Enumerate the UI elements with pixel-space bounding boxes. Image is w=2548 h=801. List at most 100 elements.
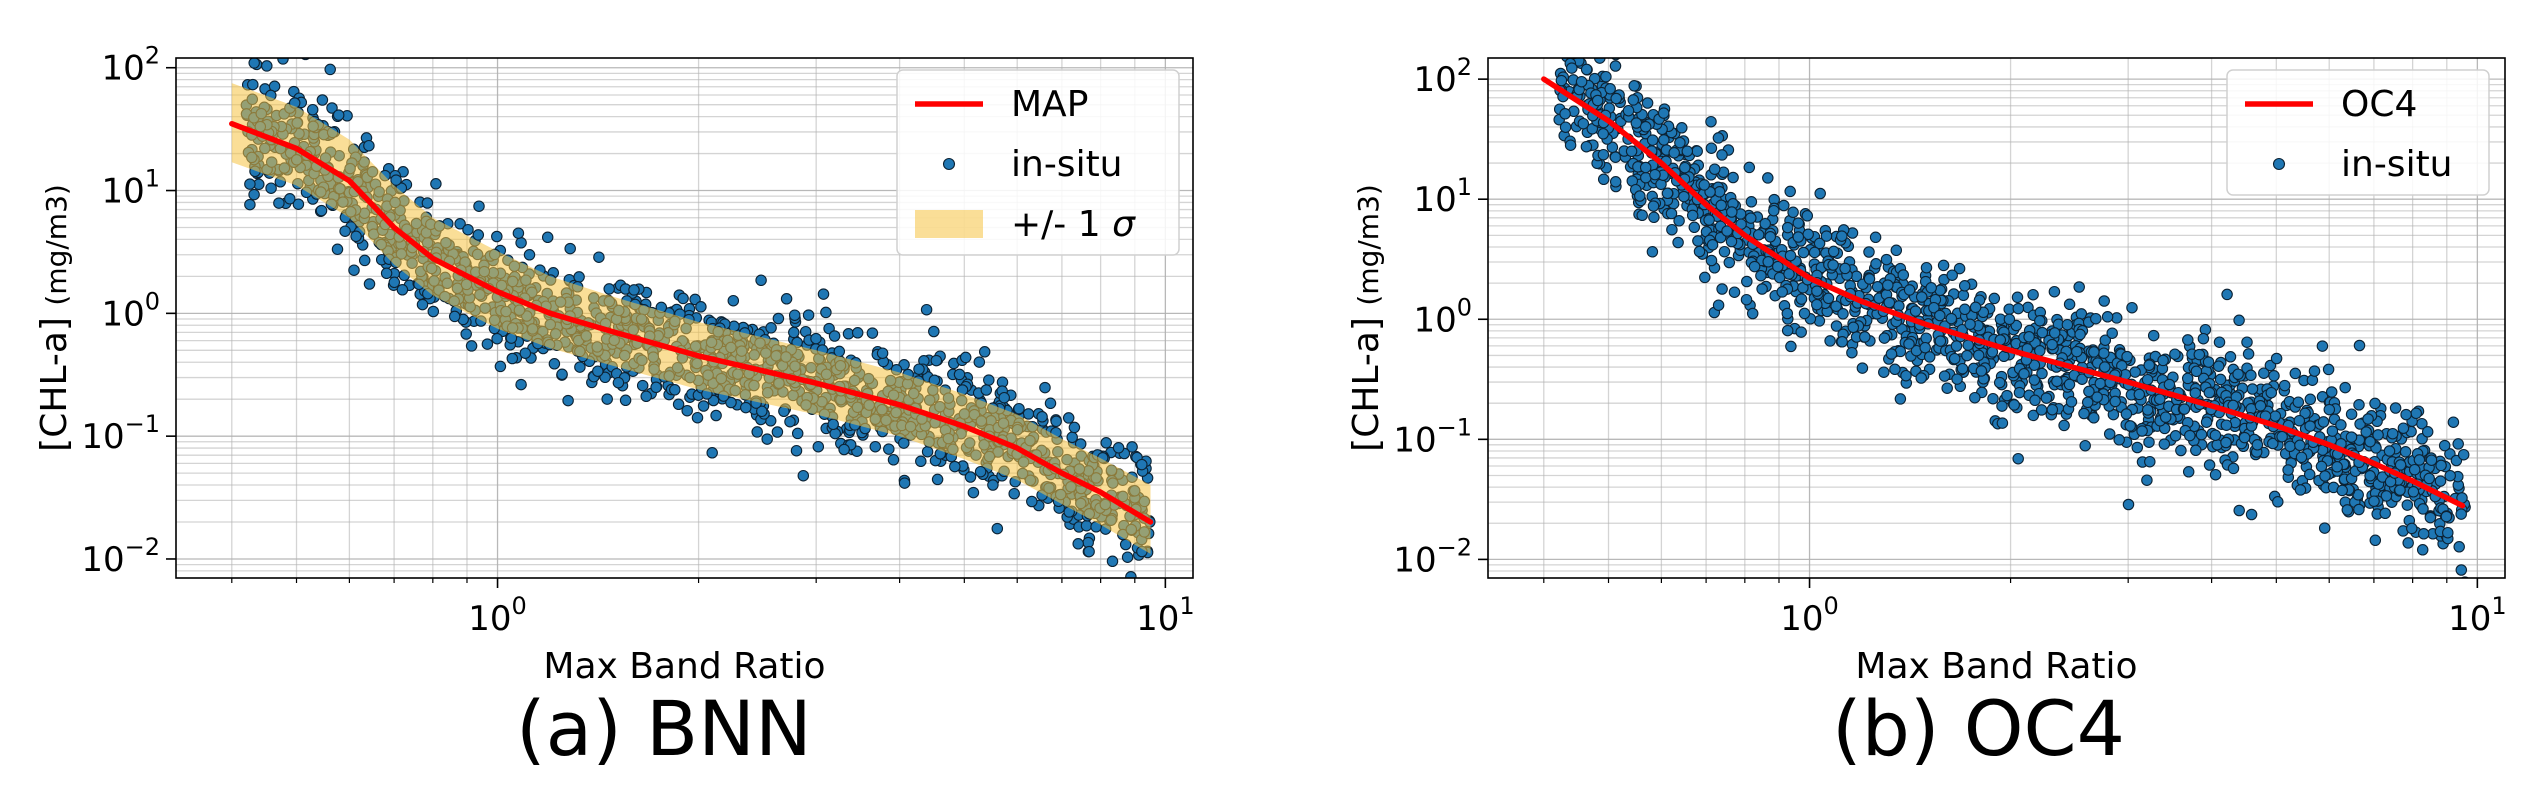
y-tick-label: 100: [101, 287, 160, 334]
in-situ-point: [695, 301, 707, 313]
in-situ-point: [2267, 437, 2279, 450]
in-situ-point: [2452, 438, 2464, 450]
in-situ-point: [2094, 377, 2107, 390]
in-situ-point: [1559, 108, 1571, 120]
in-situ-point: [1996, 417, 2009, 429]
in-situ-point: [348, 264, 360, 276]
in-situ-point: [771, 426, 784, 438]
in-situ-point: [1580, 63, 1593, 76]
in-situ-point: [1668, 147, 1680, 159]
in-situ-point: [2126, 301, 2138, 314]
in-situ-point: [2308, 365, 2321, 377]
in-situ-point: [2122, 498, 2135, 511]
y-tick-label: 10−1: [1393, 413, 1472, 460]
in-situ-point: [1987, 392, 1999, 405]
in-situ-point: [2242, 348, 2255, 360]
in-situ-point: [1950, 340, 1963, 352]
in-situ-point: [1885, 348, 1898, 360]
in-situ-point: [1712, 299, 1725, 311]
in-situ-point: [2131, 441, 2144, 454]
in-situ-point: [1661, 187, 1674, 200]
in-situ-point: [772, 312, 785, 325]
in-situ-point: [1808, 246, 1821, 259]
in-situ-point: [2364, 470, 2376, 482]
in-situ-point: [1778, 199, 1790, 212]
legend: OC4 in-situ: [2226, 69, 2490, 196]
in-situ-point: [1919, 341, 1931, 354]
in-situ-point: [1923, 351, 1936, 363]
plot-area: [1541, 58, 2471, 578]
in-situ-point: [1713, 186, 1726, 198]
x-ticks: 100 101: [231, 578, 1195, 639]
in-situ-point: [998, 391, 1010, 404]
in-situ-point: [2417, 503, 2429, 515]
in-situ-point: [2323, 403, 2336, 416]
in-situ-point: [1597, 173, 1610, 186]
legend-marker-swatch: [2272, 157, 2286, 171]
y-ticks: 10−2 10−1 100 101 102: [1393, 53, 1488, 580]
in-situ-point: [1716, 283, 1728, 295]
in-situ-point: [2421, 426, 2434, 438]
in-situ-point: [388, 276, 401, 289]
in-situ-point: [2294, 439, 2306, 452]
in-situ-point: [1112, 442, 1125, 454]
in-situ-point: [1909, 305, 1922, 317]
in-situ-point: [2407, 486, 2420, 498]
in-situ-point: [1956, 362, 1969, 375]
in-situ-point: [2197, 332, 2210, 345]
in-situ-point: [430, 178, 442, 190]
in-situ-point: [2189, 387, 2202, 399]
in-situ-point: [390, 174, 402, 186]
in-situ-point: [1988, 292, 2001, 305]
in-situ-point: [725, 396, 737, 409]
in-situ-point: [1951, 373, 1963, 385]
in-situ-point: [473, 200, 485, 212]
in-situ-point: [1830, 320, 1843, 332]
in-situ-point: [2410, 407, 2422, 420]
in-situ-point: [1712, 132, 1725, 144]
in-situ-point: [1577, 117, 1590, 130]
in-situ-point: [1013, 402, 1025, 415]
oc4-line: [1541, 76, 2466, 509]
y-axis-label: [CHL-a] (mg/m3): [1346, 184, 1387, 452]
in-situ-point: [363, 278, 376, 290]
in-situ-point: [1610, 92, 1622, 105]
in-situ-point: [755, 274, 767, 287]
in-situ-point: [1727, 171, 1739, 184]
in-situ-point: [1723, 256, 1736, 269]
in-situ-point: [2109, 395, 2121, 408]
in-situ-point: [2023, 331, 2035, 343]
in-situ-point: [324, 63, 336, 76]
in-situ-point: [697, 400, 710, 412]
chart-panel-a: 100 101 10−2 10−1 100 101 102 Max Band Ratio [CH…: [34, 42, 1195, 687]
in-situ-point: [2268, 370, 2280, 382]
in-situ-point: [1846, 346, 1858, 359]
in-situ-point: [2193, 348, 2206, 361]
in-situ-point: [2383, 445, 2396, 457]
in-situ-point: [1745, 212, 1757, 224]
in-situ-point: [1688, 221, 1701, 234]
in-situ-point: [973, 356, 986, 368]
in-situ-point: [2213, 336, 2226, 348]
in-situ-point: [1594, 58, 1600, 59]
in-situ-point: [669, 384, 681, 396]
in-situ-point: [248, 188, 260, 201]
in-situ-point: [2295, 451, 2308, 464]
in-situ-point: [2353, 399, 2365, 411]
in-situ-point: [593, 251, 605, 263]
in-situ-point: [1591, 94, 1604, 107]
in-situ-point: [2335, 419, 2347, 431]
in-situ-point: [244, 178, 256, 190]
in-situ-point: [1783, 268, 1795, 280]
y-tick-label: 10−2: [81, 533, 160, 580]
in-situ-point: [1022, 408, 1035, 420]
in-situ-point: [980, 384, 993, 396]
in-situ-point: [1639, 121, 1652, 133]
in-situ-point: [2444, 469, 2456, 482]
in-situ-point: [331, 243, 344, 256]
in-situ-point: [930, 354, 943, 367]
legend-label: MAP: [1011, 84, 1088, 125]
in-situ-point: [1781, 324, 1794, 337]
in-situ-point: [2063, 378, 2076, 391]
in-situ-point: [2120, 408, 2133, 420]
